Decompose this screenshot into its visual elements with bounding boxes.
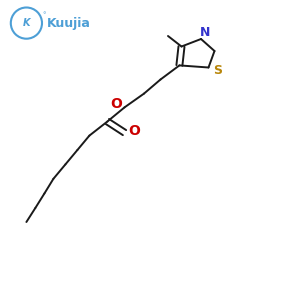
Text: S: S	[213, 64, 222, 77]
Text: K: K	[23, 18, 30, 28]
Text: Kuujia: Kuujia	[47, 16, 91, 30]
Text: °: °	[43, 13, 46, 19]
Text: O: O	[128, 124, 140, 138]
Text: O: O	[110, 97, 122, 111]
Text: N: N	[200, 26, 210, 39]
